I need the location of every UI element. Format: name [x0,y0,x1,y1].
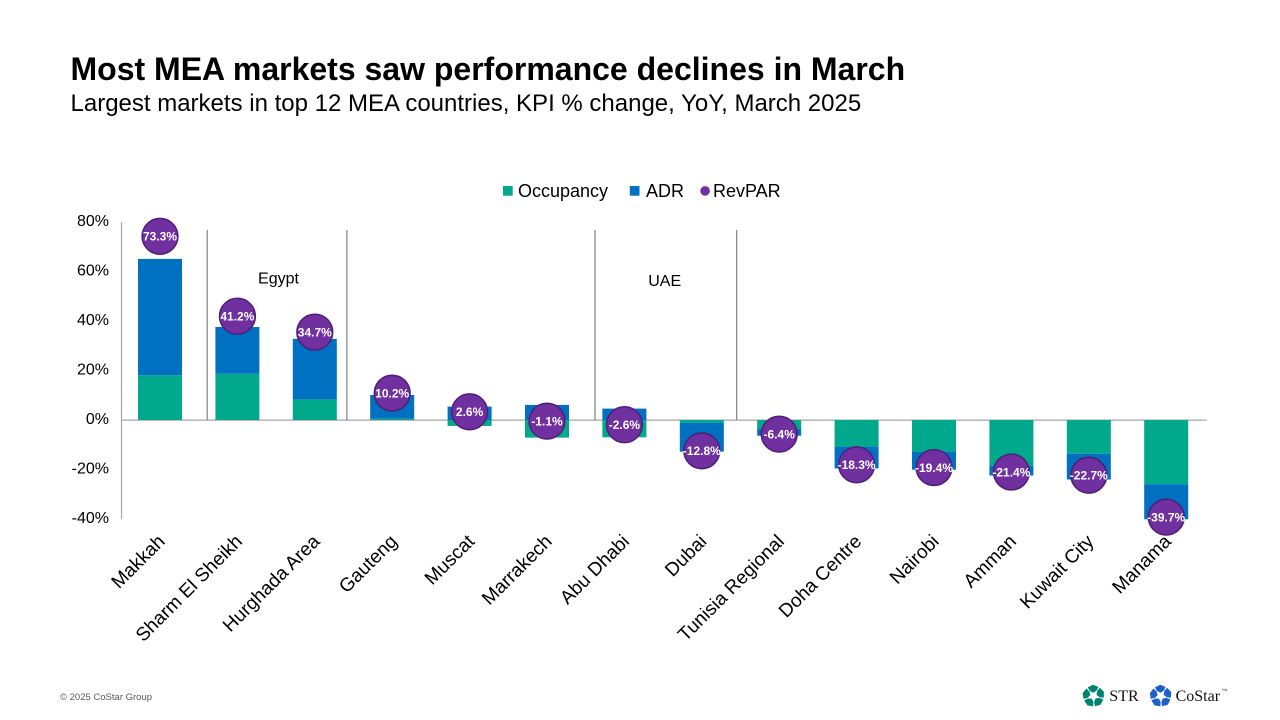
svg-text:80%: 80% [77,213,109,230]
svg-text:-20%: -20% [72,461,109,478]
svg-text:-39.7%: -39.7% [1147,510,1185,524]
svg-text:Nairobi: Nairobi [886,531,943,588]
svg-text:-21.4%: -21.4% [992,465,1030,479]
svg-text:20%: 20% [77,362,109,379]
svg-text:CoStar: CoStar [1176,688,1221,705]
svg-text:-1.1%: -1.1% [531,414,563,428]
svg-text:RevPAR: RevPAR [713,181,781,201]
svg-text:0%: 0% [86,411,109,428]
svg-text:-6.4%: -6.4% [764,427,796,441]
svg-text:Kuwait City: Kuwait City [1016,531,1098,613]
svg-text:ADR: ADR [646,181,684,201]
svg-text:Egypt: Egypt [258,270,299,287]
svg-text:Amman: Amman [960,531,1021,592]
svg-text:Occupancy: Occupancy [518,181,608,201]
svg-text:-12.8%: -12.8% [683,444,721,458]
svg-text:Manama: Manama [1109,531,1176,598]
svg-text:10.2%: 10.2% [375,386,409,400]
svg-text:Makkah: Makkah [108,531,170,593]
svg-text:-19.4%: -19.4% [915,461,953,475]
svg-text:Abu Dhabi: Abu Dhabi [556,531,634,609]
svg-text:© 2025 CoStar Group: © 2025 CoStar Group [60,692,152,703]
svg-text:60%: 60% [77,263,109,280]
svg-text:™: ™ [1222,689,1228,695]
svg-text:-18.3%: -18.3% [838,458,876,472]
svg-text:-22.7%: -22.7% [1070,469,1108,483]
svg-text:Gauteng: Gauteng [335,531,401,597]
svg-text:Marrakech: Marrakech [478,531,556,609]
svg-text:Dubai: Dubai [661,531,711,581]
svg-text:STR: STR [1109,688,1139,705]
svg-text:Muscat: Muscat [421,531,480,590]
svg-text:-40%: -40% [72,510,109,527]
svg-text:73.3%: 73.3% [143,230,177,244]
svg-text:34.7%: 34.7% [298,325,332,339]
svg-text:UAE: UAE [648,273,681,290]
svg-text:-2.6%: -2.6% [609,418,641,432]
svg-text:2.6%: 2.6% [456,405,484,419]
svg-text:40%: 40% [77,312,109,329]
svg-text:Doha Centre: Doha Centre [775,531,866,622]
svg-text:41.2%: 41.2% [220,310,254,324]
